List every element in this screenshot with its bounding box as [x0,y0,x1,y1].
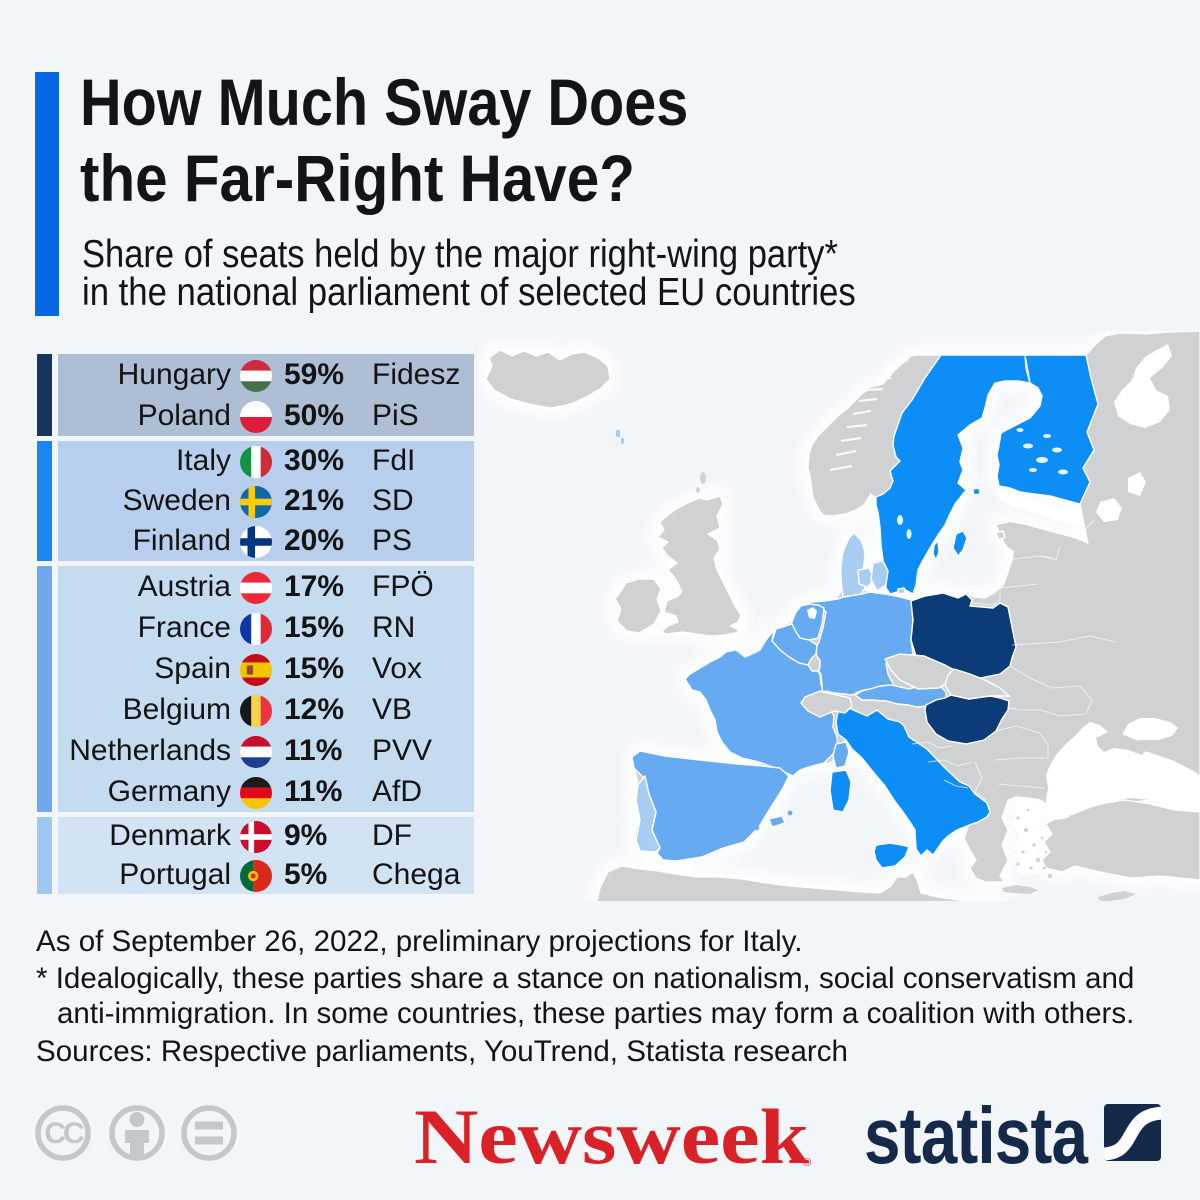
svg-text:CC: CC [44,1117,84,1150]
